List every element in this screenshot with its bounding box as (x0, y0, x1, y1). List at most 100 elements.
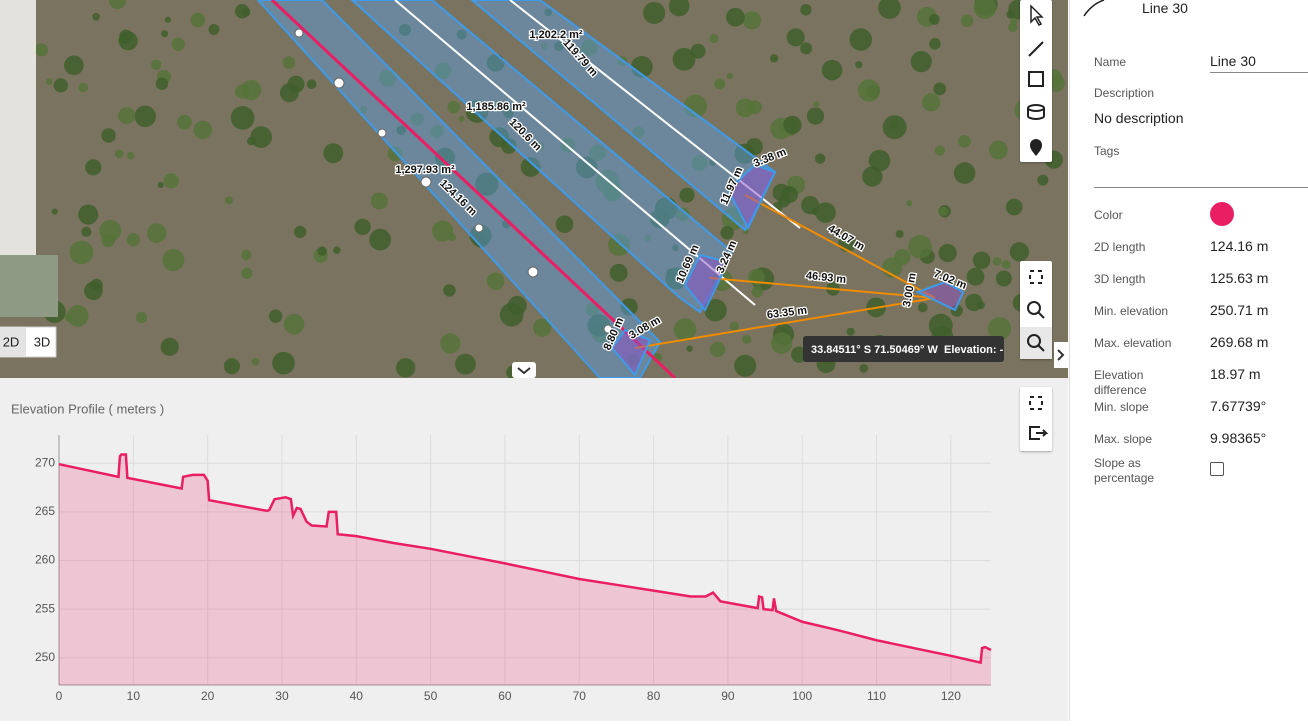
tree (544, 8, 553, 17)
tree (395, 358, 416, 378)
building (0, 0, 36, 255)
tree (960, 14, 974, 28)
tree (1006, 10, 1015, 19)
line-tool[interactable] (1028, 41, 1044, 57)
tree (895, 230, 904, 239)
tree (34, 43, 48, 57)
tree (1037, 174, 1049, 186)
tree (673, 318, 697, 341)
tree (398, 23, 412, 37)
field-value: 269.68 m (1210, 334, 1269, 350)
minimap[interactable] (0, 255, 58, 317)
export-button[interactable] (1029, 426, 1049, 440)
measure-line[interactable] (394, 0, 756, 306)
name-input[interactable]: Line 30 (1210, 53, 1308, 73)
tree (177, 114, 192, 130)
volume-tool[interactable] (1027, 104, 1045, 112)
elevation-readout: Elevation: - (944, 344, 1004, 356)
point-tool[interactable] (1030, 139, 1042, 156)
tree (410, 112, 424, 126)
color-swatch[interactable] (1210, 202, 1234, 226)
tree (846, 327, 855, 336)
tree (675, 207, 690, 222)
tree (535, 141, 545, 151)
tree (171, 37, 185, 51)
zoom-out-button[interactable] (1027, 334, 1041, 348)
tree (520, 157, 541, 177)
tree (208, 24, 220, 35)
tree (164, 16, 171, 23)
tree (465, 100, 489, 123)
select-tool[interactable] (1030, 4, 1044, 26)
fit-button[interactable] (1029, 270, 1043, 284)
tree (965, 293, 983, 312)
tree (589, 144, 607, 162)
tree (806, 107, 825, 125)
field-label: Name (1094, 55, 1127, 69)
coordinates: 33.84511° S 71.50469° W (811, 344, 938, 356)
field-value: 124.16 m (1210, 238, 1269, 254)
tree (430, 124, 444, 138)
x-tick-label: 50 (424, 689, 438, 703)
buffer-area[interactable] (256, 0, 662, 378)
tree (69, 240, 94, 265)
tree (53, 78, 68, 93)
tree (250, 126, 273, 148)
tree (972, 251, 991, 270)
tree (101, 128, 116, 143)
tree (632, 126, 645, 139)
slope-checkbox[interactable] (1210, 462, 1224, 476)
tree (134, 105, 156, 128)
collapse-button[interactable] (512, 362, 536, 378)
tree (1009, 242, 1029, 262)
tree (489, 127, 510, 148)
tree (928, 313, 953, 338)
tags-input[interactable] (1094, 187, 1308, 188)
tree (745, 138, 763, 156)
tree (443, 284, 456, 297)
zoom-in-button[interactable] (1027, 301, 1041, 315)
vertices[interactable] (294, 28, 613, 334)
tree (396, 125, 407, 136)
tree (533, 318, 552, 337)
panel-toggle[interactable] (1054, 342, 1068, 368)
tree (928, 13, 940, 25)
tree (440, 333, 461, 354)
tree (1001, 259, 1011, 270)
fit-chart-button[interactable] (1029, 396, 1043, 410)
tree (644, 234, 652, 242)
tree (51, 208, 58, 215)
tree (268, 309, 283, 323)
tree (118, 107, 136, 125)
x-tick-label: 70 (573, 689, 587, 703)
view-2d-button[interactable] (0, 327, 26, 357)
view-3d[interactable]: 3D (34, 334, 51, 349)
tree (99, 219, 122, 242)
tree (729, 321, 740, 331)
tree (235, 84, 250, 99)
tree (162, 248, 185, 272)
tree (849, 28, 873, 51)
selected-line[interactable] (270, 0, 677, 378)
tree (679, 187, 695, 203)
tree (862, 166, 883, 187)
y-tick-label: 255 (35, 601, 55, 615)
polygon-tool[interactable] (1028, 71, 1044, 87)
tree (272, 351, 295, 375)
tree (668, 0, 690, 17)
tree (92, 12, 100, 21)
tree (114, 149, 124, 159)
field-value: 125.63 m (1210, 270, 1269, 286)
view-2d[interactable]: 2D (3, 334, 20, 349)
map-view[interactable]: 1,202.2 m² 119.79 m 1,185.86 m² 120.6 m … (0, 0, 1068, 378)
tree (691, 155, 708, 171)
tree (988, 140, 1008, 160)
tree (160, 337, 179, 356)
tree (742, 334, 752, 344)
field-label: Elevation difference (1094, 368, 1147, 397)
field-label: Description (1094, 86, 1155, 100)
tree (734, 354, 757, 377)
zoom-controls (1020, 261, 1052, 359)
tree (503, 107, 514, 119)
description-value[interactable]: No description (1094, 110, 1184, 126)
